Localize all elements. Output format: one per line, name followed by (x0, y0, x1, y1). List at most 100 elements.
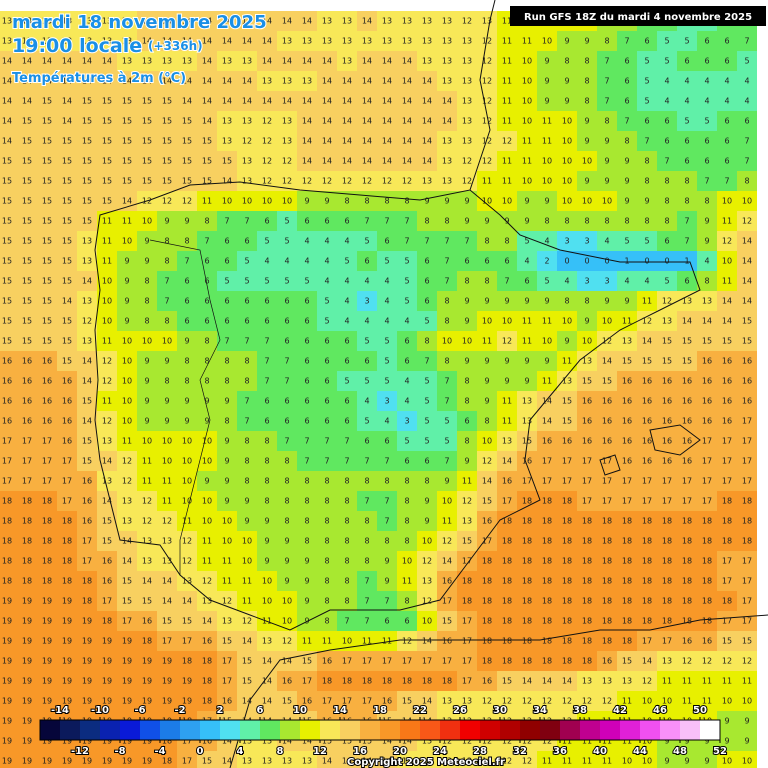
cell-value: 13 (162, 57, 172, 66)
cell-value: 12 (702, 657, 712, 666)
run-label: Run GFS 18Z du mardi 4 novembre 2025 (524, 12, 752, 23)
cell (377, 131, 397, 151)
cell-value: 6 (284, 417, 289, 426)
cell-value: 19 (22, 677, 32, 686)
cell-value: 5 (244, 257, 249, 266)
cell-value: 10 (262, 577, 272, 586)
cell (397, 11, 417, 31)
cell (617, 71, 637, 91)
cell (397, 131, 417, 151)
cell (597, 91, 617, 111)
cell-value: 11 (562, 757, 572, 766)
cell-value: 16 (682, 397, 692, 406)
cell-value: 18 (642, 597, 652, 606)
cell-value: 18 (382, 677, 392, 686)
cell-value: 14 (222, 177, 232, 186)
cell-value: 12 (602, 337, 612, 346)
cell-value: 17 (2, 457, 12, 466)
cell-value: 1 (624, 257, 629, 266)
cell-value: 7 (244, 397, 249, 406)
cell (257, 71, 277, 91)
cell-value: 5 (364, 337, 369, 346)
cell-value: 9 (124, 317, 129, 326)
cell (457, 11, 477, 31)
cell-value: 10 (422, 617, 432, 626)
cell-value: 18 (22, 537, 32, 546)
cell-value: 14 (382, 137, 392, 146)
cell (437, 151, 457, 171)
cell-value: 17 (742, 437, 752, 446)
cell-value: 9 (304, 577, 309, 586)
cell (237, 191, 257, 211)
cell-value: 12 (182, 557, 192, 566)
cell-value: 18 (462, 597, 472, 606)
cell (217, 11, 237, 31)
cell-value: 16 (602, 437, 612, 446)
cell-value: 8 (744, 177, 749, 186)
cell-value: 19 (102, 637, 112, 646)
cell-value: 5 (544, 277, 549, 286)
cell-value: 7 (304, 437, 309, 446)
cell-value: 7 (224, 217, 229, 226)
cell-value: 18 (682, 537, 692, 546)
cell-value: 9 (164, 357, 169, 366)
cell (257, 31, 277, 51)
cell-value: 10 (222, 517, 232, 526)
cell-value: 10 (722, 197, 732, 206)
cell-value: 15 (2, 237, 12, 246)
cell-value: 12 (422, 557, 432, 566)
cell (517, 131, 537, 151)
cell-value: 18 (522, 657, 532, 666)
cell-value: 11 (502, 37, 512, 46)
cell (657, 131, 677, 151)
cell-value: 15 (62, 157, 72, 166)
cell-value: 14 (322, 77, 332, 86)
cell-value: 8 (564, 297, 569, 306)
cell-value: 4 (684, 97, 689, 106)
cell-value: 9 (524, 357, 529, 366)
cell-value: 10 (542, 37, 552, 46)
cell-value: 18 (722, 517, 732, 526)
cell (537, 191, 557, 211)
cell-value: 16 (22, 397, 32, 406)
cell-value: 8 (244, 437, 249, 446)
cell-value: 17 (702, 477, 712, 486)
cell-value: 18 (582, 537, 592, 546)
cell (717, 111, 737, 131)
cell-value: 13 (442, 157, 452, 166)
cell (277, 191, 297, 211)
cell-value: 14 (742, 237, 752, 246)
cell-value: 19 (62, 617, 72, 626)
cell-value: 19 (22, 697, 32, 706)
cell-value: 5 (424, 437, 429, 446)
cell-value: 6 (344, 357, 349, 366)
cell-value: 14 (542, 417, 552, 426)
cell-value: 6 (524, 277, 529, 286)
cell-value: 12 (182, 197, 192, 206)
cell-value: 8 (344, 517, 349, 526)
cell-value: 13 (462, 137, 472, 146)
cell-value: 15 (282, 697, 292, 706)
cell-value: 18 (662, 537, 672, 546)
cell-value: 8 (304, 497, 309, 506)
cell-value: 17 (722, 437, 732, 446)
cell-value: 14 (242, 77, 252, 86)
cell-value: 14 (702, 317, 712, 326)
cell-value: 16 (2, 377, 12, 386)
cell-value: 10 (562, 197, 572, 206)
cell-value: 12 (122, 457, 132, 466)
cell-value: 7 (324, 437, 329, 446)
cell-value: 18 (702, 557, 712, 566)
cell-value: 19 (122, 757, 132, 766)
cell-value: 4 (384, 317, 389, 326)
cell-value: 18 (562, 637, 572, 646)
cell (357, 71, 377, 91)
cell-value: 9 (444, 477, 449, 486)
cell (297, 51, 317, 71)
cell-value: 14 (642, 337, 652, 346)
cell-value: 11 (142, 477, 152, 486)
cell (617, 131, 637, 151)
cell-value: 8 (364, 557, 369, 566)
cell (17, 151, 37, 171)
cell-value: 19 (2, 637, 12, 646)
